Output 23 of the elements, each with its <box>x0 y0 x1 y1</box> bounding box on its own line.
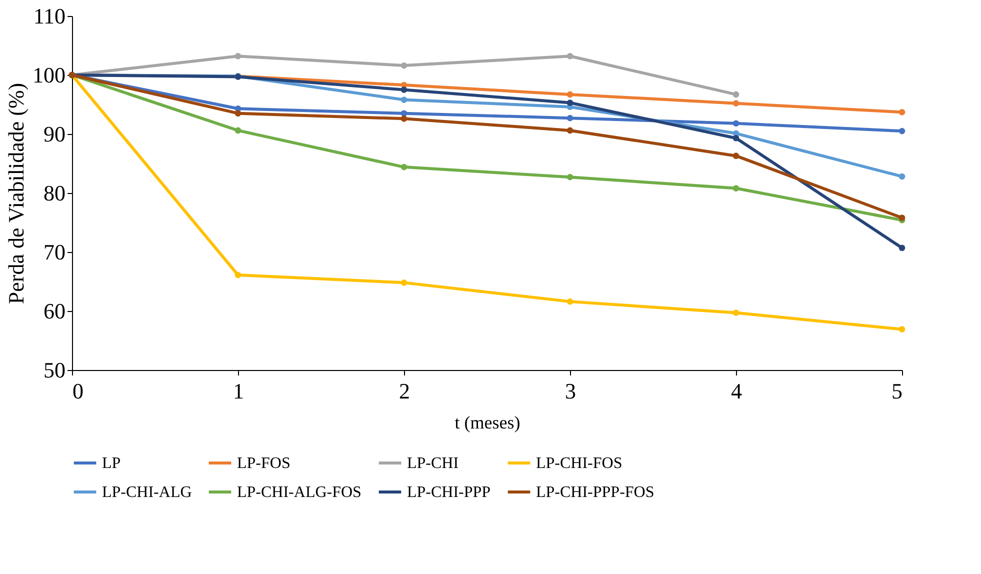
y-tick-label: 70 <box>44 240 66 264</box>
legend-label: LP-CHI-PPP <box>407 484 491 501</box>
y-tick-label: 110 <box>33 4 66 28</box>
x-tick-label: 3 <box>565 378 576 404</box>
legend-label: LP-FOS <box>237 455 290 472</box>
legend-label: LP-CHI-ALG <box>102 484 192 501</box>
x-tick-label: 5 <box>892 378 902 404</box>
y-tick-label: 50 <box>44 358 66 382</box>
legend-label: LP-CHI <box>407 455 459 472</box>
x-tick-label: 4 <box>731 378 742 404</box>
y-tick-label: 100 <box>32 62 66 88</box>
legend-label: LP <box>102 455 121 472</box>
y-axis-title: Perda de Viabilidade (%) <box>4 82 28 304</box>
x-axis-title: t (meses) <box>454 412 520 432</box>
legend-label: LP-CHI-FOS <box>536 455 622 472</box>
x-tick-label: 0 <box>72 378 84 404</box>
legend-label: LP-CHI-PPP-FOS <box>536 484 654 501</box>
y-tick-label: 80 <box>44 180 66 206</box>
y-tick-label: 90 <box>44 122 66 146</box>
legend-label: LP-CHI-ALG-FOS <box>237 484 362 501</box>
x-tick-label: 1 <box>233 378 244 404</box>
x-tick-label: 2 <box>399 378 410 404</box>
y-tick-label: 60 <box>44 298 66 324</box>
